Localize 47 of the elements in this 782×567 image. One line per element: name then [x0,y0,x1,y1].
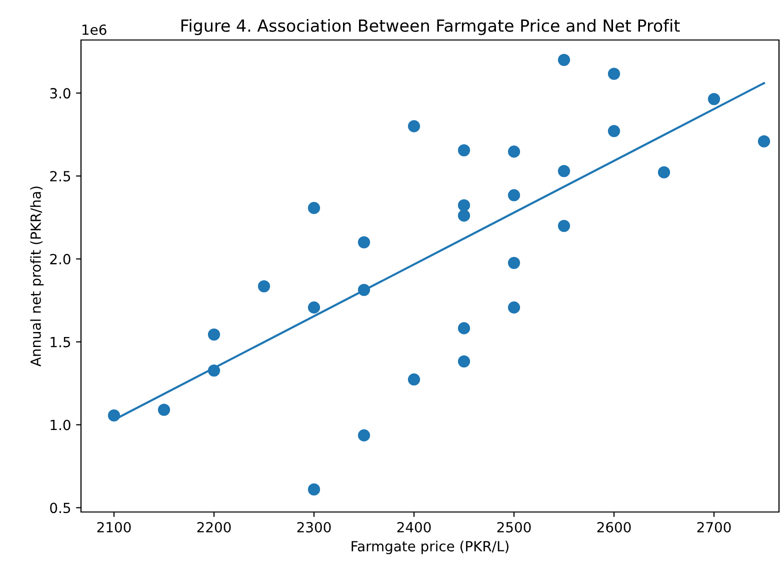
x-tick-label: 2700 [697,522,731,532]
y-tick-label: 2.5 [50,170,70,182]
point [308,483,320,496]
point [708,92,720,106]
point [758,135,770,148]
point [108,409,120,422]
point [358,284,370,296]
x-axis-title: Farmgate price (PKR/L) [352,540,508,554]
point [208,328,220,341]
y-tick-label: 2.0 [50,254,70,264]
point [308,202,320,214]
x-tick-label: 2500 [497,522,531,532]
point [408,120,420,132]
point [408,373,420,386]
point [558,220,570,232]
point [258,280,270,292]
y-tick-label: 3.0 [50,88,70,99]
y-tick-label: 1.0 [50,420,70,430]
point [358,429,370,442]
text: 1e6 [82,24,106,35]
point [358,236,370,248]
point [558,164,570,178]
y-tick-label: 1.5 [50,336,70,348]
y-tick-label: 0.5 [50,502,70,514]
point [508,256,520,269]
point [508,146,520,158]
point [458,144,470,156]
point [158,404,170,416]
x-tick-label: 2600 [597,522,631,532]
point [508,301,520,314]
point [458,355,470,368]
chart-title: Figure 4. Association Between Farmgate Price and Net Profit [181,19,680,36]
y-axis-title: Annual net profit (PKR/ha) [30,186,44,366]
point [508,189,520,202]
point [458,322,470,334]
point [308,301,320,314]
x-tick-label: 2400 [397,522,431,532]
point [658,166,670,178]
point [458,199,470,212]
point [608,124,620,138]
point [458,210,470,222]
point [608,68,620,80]
x-tick-label: 2300 [297,522,331,532]
point [208,364,220,377]
x-tick-label: 2100 [97,522,131,532]
x-tick-label: 2200 [197,522,231,532]
point [558,54,570,66]
